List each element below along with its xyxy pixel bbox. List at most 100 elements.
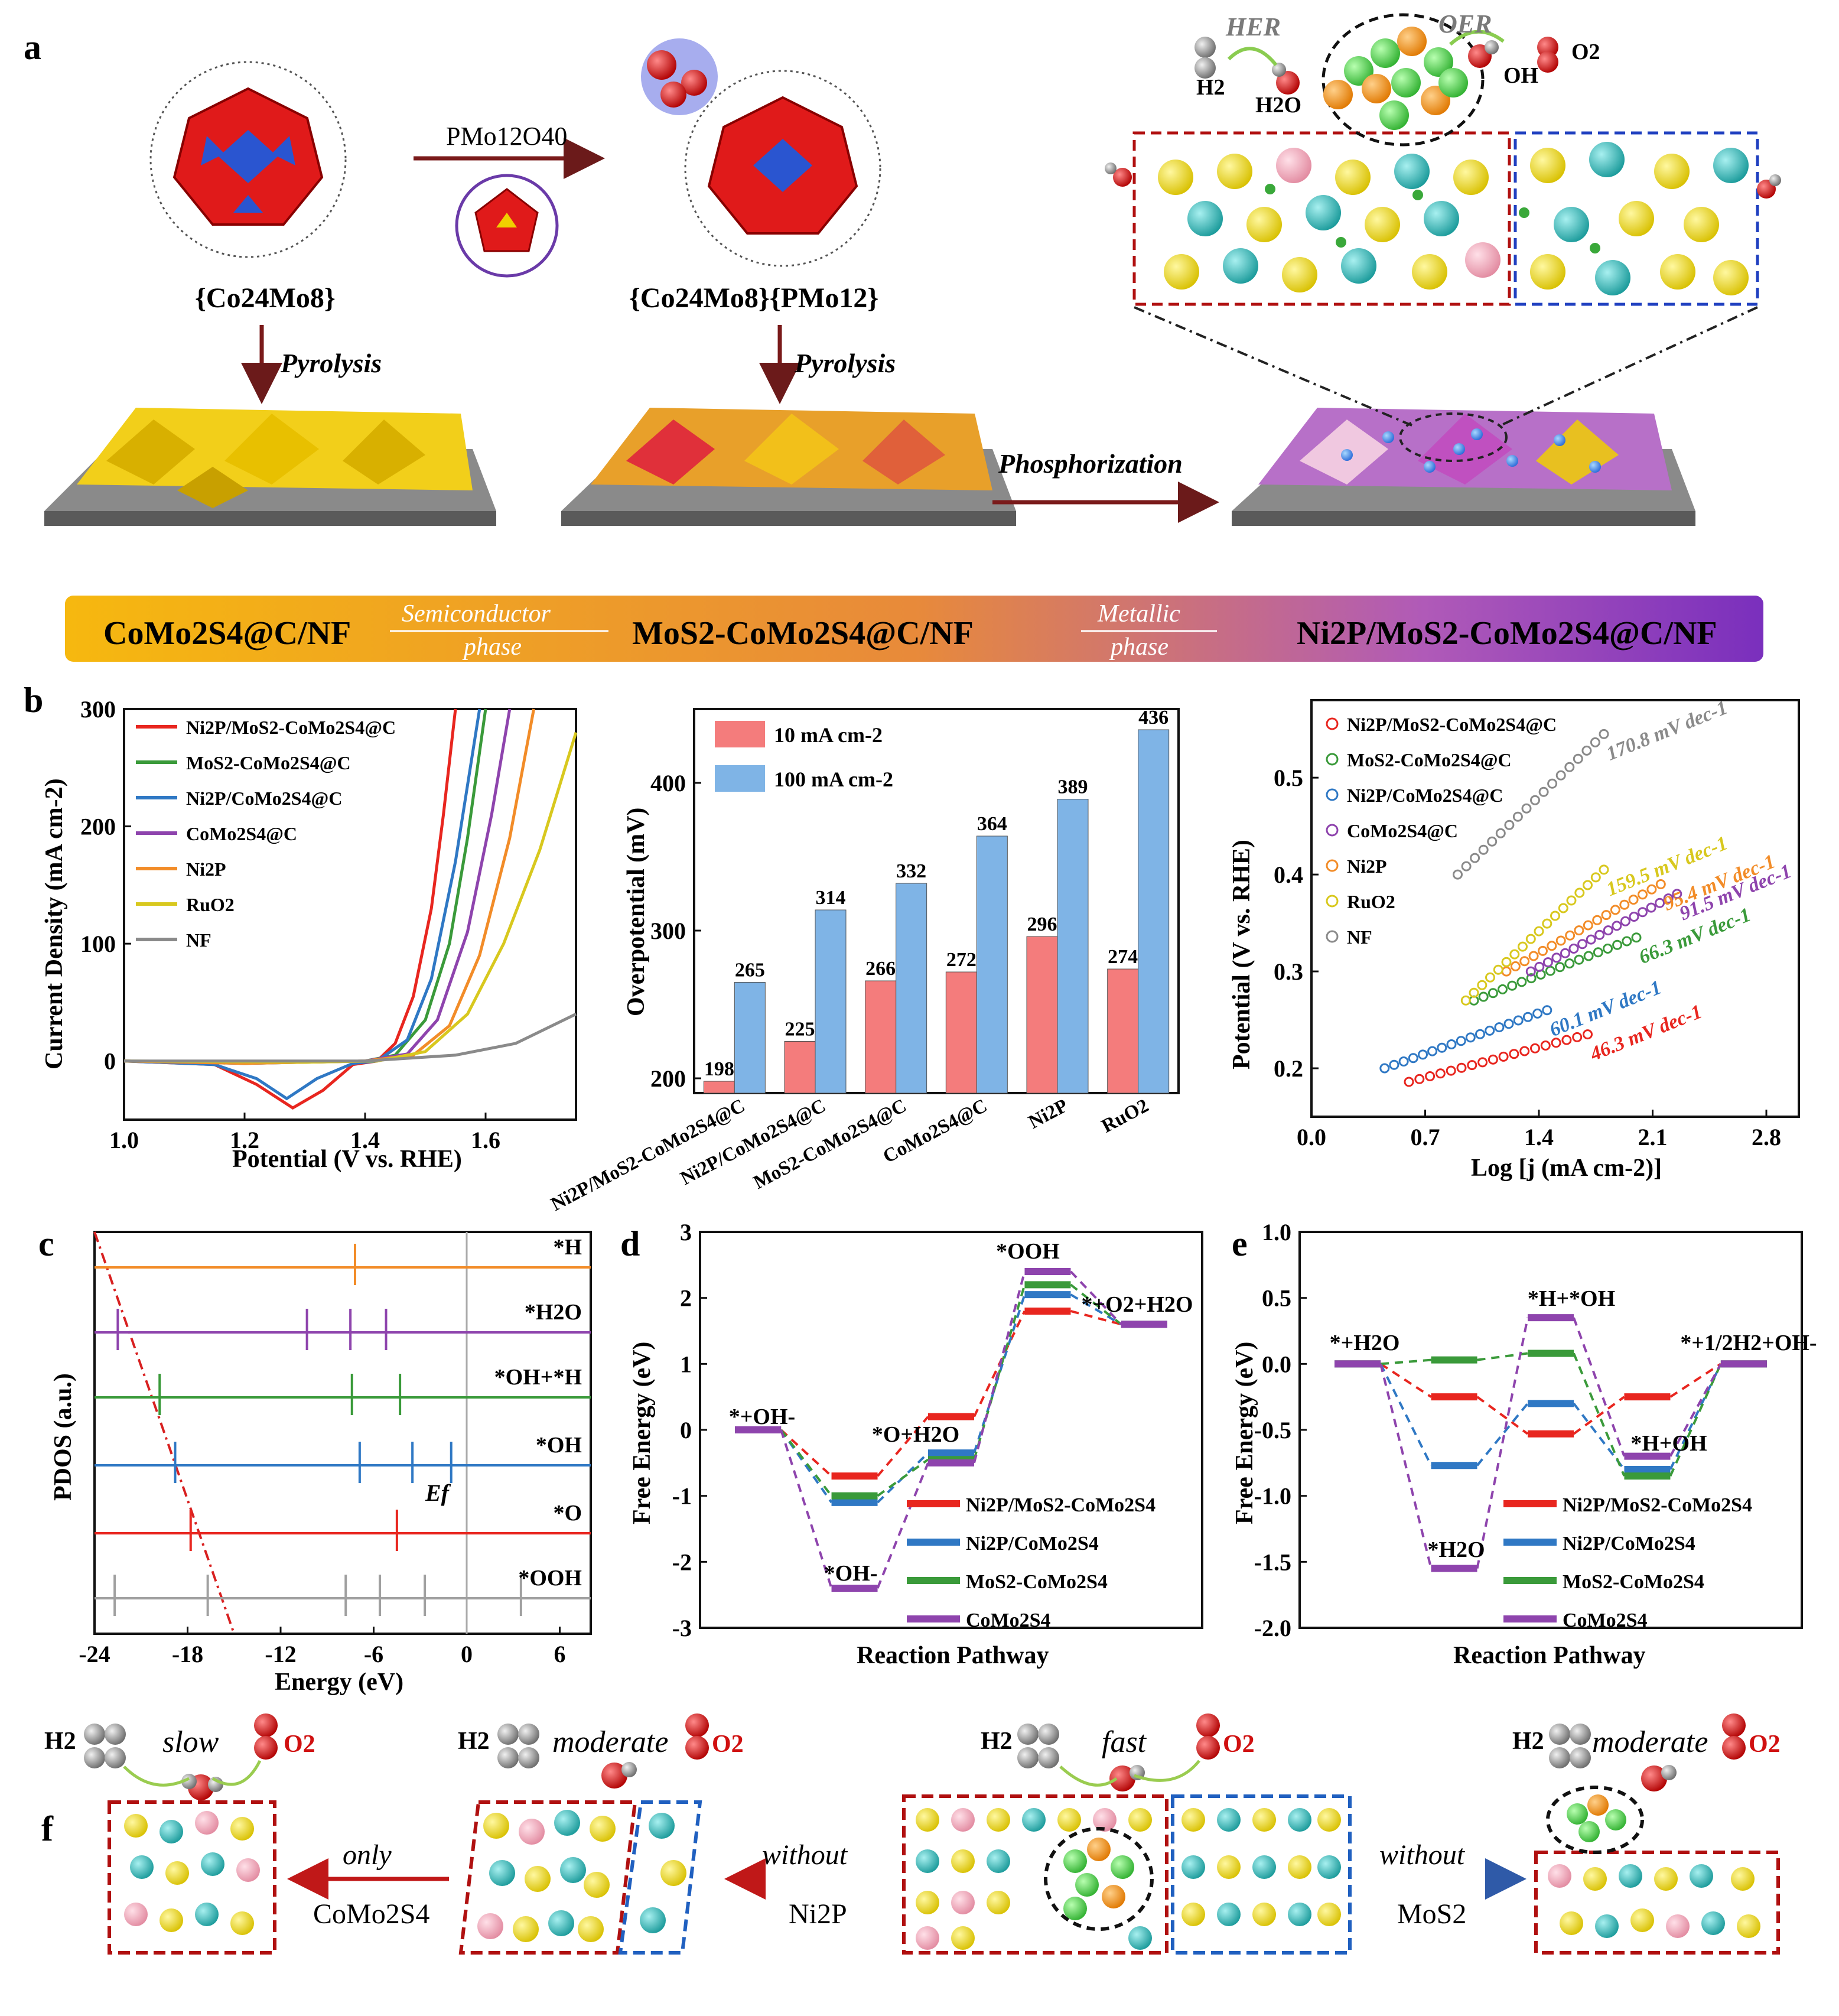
tafel-point-como2s4-c bbox=[1551, 952, 1562, 963]
tafel-slope-label: 170.8 mV dec-1 bbox=[1603, 697, 1731, 765]
tafel-point-nf bbox=[1555, 770, 1566, 781]
tafel-point-ni2p-como2s4-c bbox=[1446, 1039, 1457, 1049]
o2-label: O2 bbox=[1571, 40, 1600, 64]
her-energy-paths: *+H2O *H2O *H+*OH *H+OH *+1/2H2+OH- bbox=[1330, 1286, 1817, 1572]
tafel-legend-label: CoMo2S4@C bbox=[1347, 820, 1458, 841]
herE-connector-ni2p-mos2-como2s4 bbox=[1379, 1363, 1432, 1398]
tafel-point-nf bbox=[1573, 753, 1583, 764]
tafel-point-ni2p-como2s4-c bbox=[1485, 1025, 1495, 1036]
bar-legend: 10 mA cm-2 100 mA cm-2 bbox=[715, 721, 893, 792]
tafel-point-como2s4-c bbox=[1603, 925, 1613, 936]
tafel-point-ruo2 bbox=[1501, 957, 1512, 967]
banner-arrow2-top: Metallic bbox=[1097, 600, 1180, 627]
pdos-xtick-label: -24 bbox=[79, 1641, 110, 1667]
lsv-ytick-label: 200 bbox=[80, 814, 116, 840]
arrow2-bottom-label: Ni2P bbox=[789, 1898, 847, 1930]
fermi-level-label: Ef bbox=[425, 1480, 451, 1506]
lsv-legend-label: Ni2P/CoMo2S4@C bbox=[186, 788, 342, 809]
h2-label: H2 bbox=[1196, 75, 1225, 100]
oerE-connector-ni2p-como2s4 bbox=[1070, 1293, 1122, 1326]
bar-100-ma-cm-2-3 bbox=[976, 835, 1008, 1094]
tafel-point-ni2p bbox=[1555, 935, 1566, 946]
tafel-point-ni2p-como2s4-c bbox=[1379, 1063, 1390, 1074]
bar-100-ma-cm-2-2 bbox=[896, 883, 927, 1094]
bar-value-label: 225 bbox=[785, 1019, 815, 1040]
tafel-point-nf bbox=[1453, 869, 1463, 880]
tafel-point-mos2-como2s4-c bbox=[1526, 973, 1537, 984]
oer-energy-ylabel: Free Energy (eV) bbox=[629, 1342, 656, 1524]
oerE-step-label: *OH- bbox=[824, 1561, 878, 1586]
tafel-legend-label: NF bbox=[1347, 926, 1372, 948]
tafel-point-ni2p-como2s4-c bbox=[1513, 1015, 1524, 1026]
tafel-point-mos2-como2s4-c bbox=[1603, 944, 1613, 954]
tafel-point-como2s4-c bbox=[1655, 898, 1665, 908]
tafel-point-ni2p-como2s4-c bbox=[1437, 1042, 1447, 1053]
pdos-xtick-label: -6 bbox=[364, 1641, 383, 1667]
bar-value-label: 198 bbox=[704, 1058, 734, 1080]
tafel-point-ni2p bbox=[1547, 941, 1557, 951]
tafel-point-ni2p-mos2-como2s4-c bbox=[1435, 1068, 1446, 1079]
oerE-connector-ni2p-mos2-como2s4 bbox=[1070, 1310, 1122, 1326]
tafel-legend-marker bbox=[1326, 753, 1339, 766]
tafel-point-ni2p bbox=[1610, 905, 1620, 915]
f1-o2-label: O2 bbox=[284, 1731, 315, 1758]
tafel-point-ni2p-mos2-como2s4-c bbox=[1530, 1043, 1540, 1053]
oerE-connector-ni2p-como2s4 bbox=[780, 1429, 833, 1503]
tafel-point-nf bbox=[1538, 786, 1549, 797]
tafel-point-ni2p bbox=[1501, 966, 1512, 977]
herE-connector-ni2p-mos2-como2s4 bbox=[1573, 1396, 1625, 1435]
bar-ytick-label: 200 bbox=[650, 1065, 686, 1092]
bar-10-ma-cm-2-2 bbox=[865, 980, 897, 1094]
bar-category-label: MoS2-CoMo2S4@C bbox=[750, 1095, 910, 1194]
tafel-point-mos2-como2s4-c bbox=[1631, 932, 1642, 943]
dband-trend-line bbox=[93, 1231, 236, 1634]
herE-step-label: *H+*OH bbox=[1528, 1286, 1615, 1311]
tafel-point-ruo2 bbox=[1550, 911, 1560, 921]
oerE-connector-como2s4 bbox=[1070, 1270, 1122, 1325]
tafel-point-ni2p bbox=[1528, 951, 1539, 961]
herE-connector-ni2p-mos2-como2s4 bbox=[1669, 1363, 1722, 1398]
tafel-point-mos2-como2s4-c bbox=[1593, 947, 1603, 958]
f4-h2-label: H2 bbox=[1512, 1728, 1544, 1755]
tafel-point-mos2-como2s4-c bbox=[1555, 962, 1565, 973]
tafel-legend: Ni2P/MoS2-CoMo2S4@C MoS2-CoMo2S4@C Ni2P/Co… bbox=[1326, 714, 1557, 948]
tafel-point-ni2p-mos2-como2s4-c bbox=[1488, 1054, 1498, 1065]
tafel-point-ruo2 bbox=[1509, 949, 1520, 960]
tafel-ytick-label: 0.4 bbox=[1274, 861, 1303, 888]
tafel-point-ni2p-mos2-como2s4-c bbox=[1467, 1060, 1477, 1071]
tafel-point-ruo2 bbox=[1518, 941, 1528, 952]
substrate-mos2-comos-c-nf bbox=[561, 408, 1016, 526]
panel-letter-e: e bbox=[1232, 1224, 1248, 1263]
tafel-point-nf bbox=[1470, 853, 1480, 863]
herE-ytick-label: 0.5 bbox=[1262, 1285, 1291, 1312]
herE-connector-como2s4 bbox=[1476, 1317, 1529, 1569]
bar-value-label: 436 bbox=[1138, 707, 1169, 729]
pdos-ylabel: PDOS (a.u.) bbox=[50, 1373, 77, 1501]
tafel-point-ni2p-como2s4-c bbox=[1475, 1029, 1485, 1039]
interface-zoom-structure bbox=[1105, 13, 1781, 306]
pom-cluster-icon bbox=[455, 174, 559, 278]
oerE-ytick-label: 2 bbox=[680, 1285, 692, 1312]
tafel-point-ni2p bbox=[1538, 945, 1548, 956]
oerE-ytick-label: 0 bbox=[680, 1417, 692, 1443]
tafel-point-ni2p bbox=[1646, 884, 1657, 895]
tafel-point-nf bbox=[1478, 844, 1489, 855]
herE-connector-como2s4 bbox=[1379, 1363, 1433, 1569]
tafel-point-como2s4-c bbox=[1586, 934, 1596, 945]
herE-step-label: *+H2O bbox=[1330, 1331, 1400, 1355]
bar-10-ma-cm-2-5 bbox=[1107, 968, 1139, 1094]
f2-speed-label: moderate bbox=[552, 1725, 668, 1759]
tafel-point-ni2p-mos2-como2s4-c bbox=[1540, 1040, 1551, 1051]
arrow1-top-label: only bbox=[343, 1839, 392, 1871]
panel-letter-b: b bbox=[24, 681, 43, 720]
pdos-chart: -24 -18 -12 -6 0 6 Ef *H *H2O *OH+*H *OH *O *OOH En… bbox=[50, 1231, 592, 1696]
tafel-point-ni2p-como2s4-c bbox=[1494, 1022, 1505, 1033]
oerE-ytick-label: -3 bbox=[672, 1615, 692, 1641]
tafel-point-ni2p bbox=[1565, 930, 1576, 941]
panel-letter-f: f bbox=[41, 1809, 54, 1848]
f3-speed-label: fast bbox=[1102, 1725, 1147, 1759]
panel-letter-c: c bbox=[38, 1224, 54, 1263]
tafel-legend-marker bbox=[1326, 824, 1339, 837]
herE-connector-como2s4 bbox=[1573, 1317, 1626, 1457]
tafel-point-ni2p-mos2-como2s4-c bbox=[1425, 1071, 1436, 1081]
